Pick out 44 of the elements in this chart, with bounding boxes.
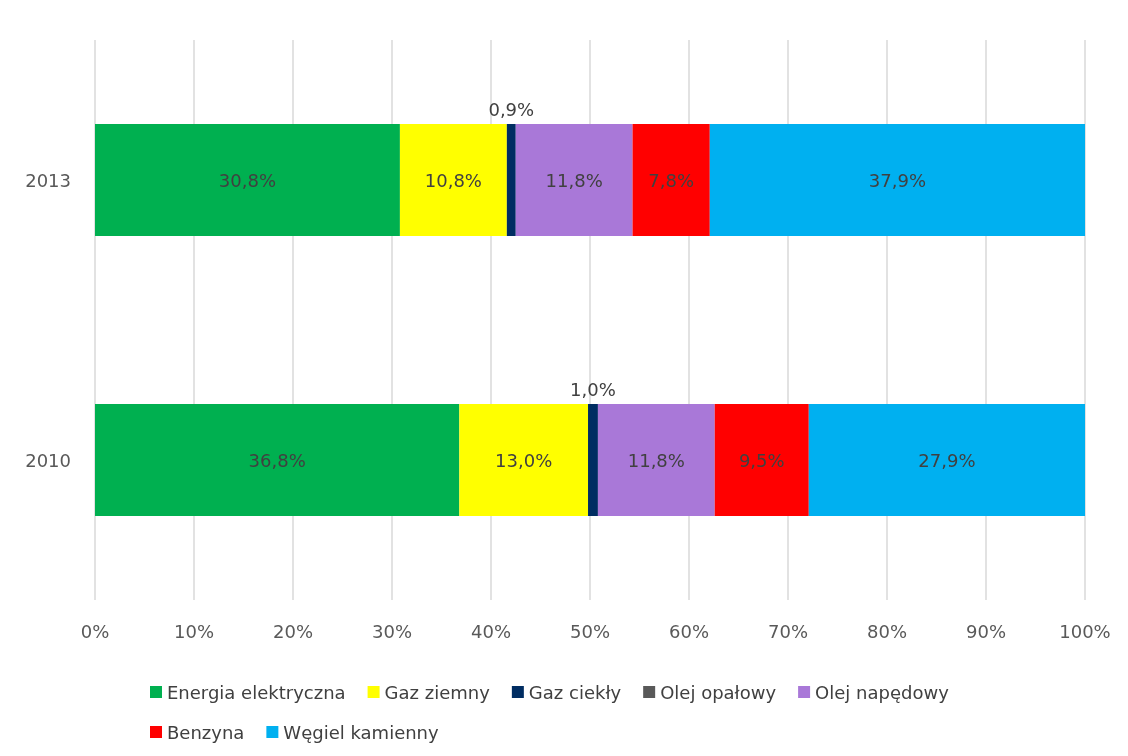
legend-label: Benzyna <box>167 721 245 743</box>
bar <box>632 124 710 236</box>
legend-label: Energia elektryczna <box>167 681 346 703</box>
data-label: 10,8% <box>424 169 482 191</box>
x-tick-label: 0% <box>80 620 110 642</box>
legend-label: Olej opałowy <box>660 681 777 703</box>
data-label: 37,9% <box>868 169 926 191</box>
data-label: 13,0% <box>495 449 553 471</box>
bar <box>399 124 507 236</box>
data-label: 0,9% <box>488 98 535 120</box>
bar <box>709 124 1085 236</box>
bar <box>588 404 598 516</box>
x-tick-label: 100% <box>1059 620 1111 642</box>
bar <box>506 124 516 236</box>
legend-label: Olej napędowy <box>815 681 950 703</box>
data-label: 11,8% <box>545 169 603 191</box>
x-tick-label: 50% <box>569 620 611 642</box>
data-label: 36,8% <box>248 449 306 471</box>
legend-label: Węgiel kamienny <box>283 721 440 743</box>
x-tick-label: 90% <box>965 620 1007 642</box>
bar <box>597 404 715 516</box>
data-label: 9,5% <box>738 449 785 471</box>
y-tick-label: 2010 <box>25 449 71 471</box>
x-tick-label: 20% <box>272 620 314 642</box>
legend-label: Gaz ziemny <box>384 681 491 703</box>
data-label: 11,8% <box>627 449 685 471</box>
data-label: 27,9% <box>918 449 976 471</box>
data-label: 30,8% <box>218 169 277 191</box>
x-tick-label: 40% <box>470 620 512 642</box>
bar <box>95 124 400 236</box>
x-tick-label: 10% <box>173 620 215 642</box>
data-label: 1,0% <box>570 378 616 400</box>
bar <box>515 124 633 236</box>
bar <box>95 404 460 516</box>
legend-label: Gaz ciekły <box>528 681 622 703</box>
bar <box>459 404 589 516</box>
x-tick-label: 70% <box>767 620 809 642</box>
x-tick-label: 60% <box>668 620 710 642</box>
data-label: 7,8% <box>648 169 695 191</box>
bar <box>808 404 1085 516</box>
bar <box>714 404 809 516</box>
x-tick-label: 30% <box>371 620 413 642</box>
x-tick-label: 80% <box>866 620 908 642</box>
y-tick-label: 2013 <box>25 169 71 191</box>
